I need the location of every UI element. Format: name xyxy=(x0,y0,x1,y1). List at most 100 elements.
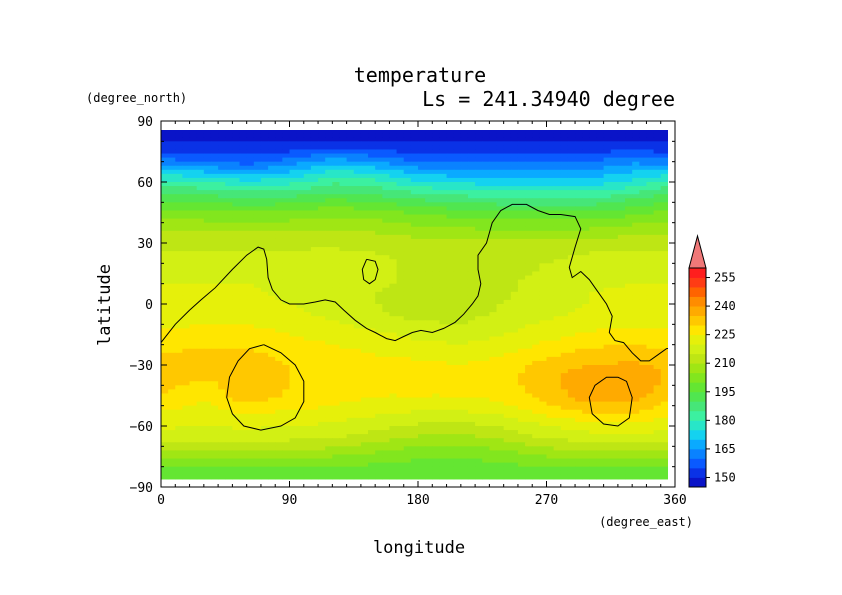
heatmap-cell xyxy=(346,206,355,212)
heatmap-cell xyxy=(510,275,519,281)
heatmap-cell xyxy=(439,356,448,362)
heatmap-cell xyxy=(460,308,469,313)
heatmap-cell xyxy=(546,177,555,183)
heatmap-cell xyxy=(268,320,276,325)
heatmap-cell xyxy=(382,202,391,207)
heatmap-cell xyxy=(275,389,283,395)
heatmap-cell xyxy=(325,230,333,236)
heatmap-cell xyxy=(225,137,233,142)
heatmap-cell xyxy=(289,385,298,390)
heatmap-cell xyxy=(425,267,433,273)
heatmap-cell xyxy=(589,214,598,220)
heatmap-cell xyxy=(546,340,555,346)
heatmap-cell xyxy=(210,348,219,354)
heatmap-cell xyxy=(460,194,469,199)
heatmap-cell xyxy=(396,222,405,228)
heatmap-cell xyxy=(667,312,668,317)
heatmap-cell xyxy=(460,198,469,203)
heatmap-cell xyxy=(310,397,319,403)
heatmap-cell xyxy=(168,271,176,277)
heatmap-cell xyxy=(253,210,262,216)
heatmap-cell xyxy=(482,283,490,289)
heatmap-cell xyxy=(218,230,226,236)
heatmap-cell xyxy=(510,165,519,171)
heatmap-cell xyxy=(553,332,562,338)
heatmap-cell xyxy=(332,348,341,354)
heatmap-cell xyxy=(310,263,319,268)
heatmap-cell xyxy=(353,177,362,183)
heatmap-cell xyxy=(318,137,326,142)
heatmap-cell xyxy=(553,271,562,277)
heatmap-cell xyxy=(446,182,455,187)
heatmap-cell xyxy=(553,360,562,366)
heatmap-cell xyxy=(503,173,512,179)
heatmap-cell xyxy=(560,206,569,212)
heatmap-cell xyxy=(189,299,198,305)
heatmap-cell xyxy=(560,352,569,358)
heatmap-cell xyxy=(268,130,276,134)
heatmap-cell xyxy=(218,251,226,256)
heatmap-cell xyxy=(310,145,319,151)
heatmap-cell xyxy=(425,182,433,187)
heatmap-cell xyxy=(575,202,583,207)
heatmap-cell xyxy=(425,259,433,264)
heatmap-cell xyxy=(218,316,226,321)
heatmap-cell xyxy=(268,137,276,142)
heatmap-cell xyxy=(182,133,191,138)
heatmap-cell xyxy=(196,332,205,338)
heatmap-cell xyxy=(396,299,405,305)
heatmap-cell xyxy=(667,271,668,277)
heatmap-cell xyxy=(246,397,255,403)
heatmap-cell xyxy=(639,226,648,232)
heatmap-cell xyxy=(232,348,241,354)
heatmap-cell xyxy=(482,332,490,338)
heatmap-cell xyxy=(325,381,333,386)
heatmap-cell xyxy=(182,373,191,378)
heatmap-cell xyxy=(453,206,462,212)
heatmap-cell xyxy=(418,344,426,350)
heatmap-cell xyxy=(203,401,212,407)
heatmap-cell xyxy=(203,356,212,362)
heatmap-cell xyxy=(567,210,576,216)
heatmap-cell xyxy=(168,130,176,134)
heatmap-cell xyxy=(503,344,512,350)
heatmap-cell xyxy=(503,267,512,273)
heatmap-cell xyxy=(168,230,176,236)
heatmap-cell xyxy=(218,324,226,329)
heatmap-cell xyxy=(560,263,569,268)
heatmap-cell xyxy=(453,161,462,167)
heatmap-cell xyxy=(339,161,348,167)
heatmap-cell xyxy=(660,304,668,309)
heatmap-cell xyxy=(325,137,333,142)
heatmap-cell xyxy=(589,405,598,411)
heatmap-cell xyxy=(432,348,441,354)
heatmap-cell xyxy=(610,230,619,236)
heatmap-cell xyxy=(232,409,241,415)
heatmap-cell xyxy=(660,336,668,342)
heatmap-cell xyxy=(660,328,668,334)
heatmap-cell xyxy=(396,165,405,171)
heatmap-cell xyxy=(268,149,276,155)
heatmap-cell xyxy=(239,165,248,171)
heatmap-cell xyxy=(596,405,605,411)
heatmap-cell xyxy=(310,409,319,415)
heatmap-cell xyxy=(517,279,526,285)
heatmap-cell xyxy=(203,263,212,268)
heatmap-cell xyxy=(410,137,419,142)
heatmap-cell xyxy=(182,173,191,179)
heatmap-cell xyxy=(475,153,483,159)
heatmap-cell xyxy=(510,328,519,334)
heatmap-cell xyxy=(467,153,476,159)
heatmap-cell xyxy=(517,291,526,297)
heatmap-cell xyxy=(439,222,448,228)
heatmap-cell xyxy=(489,133,498,138)
heatmap-cell xyxy=(175,287,184,293)
heatmap-cell xyxy=(403,263,412,268)
heatmap-cell xyxy=(210,295,219,301)
heatmap-cell xyxy=(339,226,348,232)
heatmap-cell xyxy=(589,365,598,370)
heatmap-cell xyxy=(453,149,462,155)
heatmap-cell xyxy=(210,332,219,338)
heatmap-cell xyxy=(467,385,476,390)
heatmap-cell xyxy=(339,177,348,183)
